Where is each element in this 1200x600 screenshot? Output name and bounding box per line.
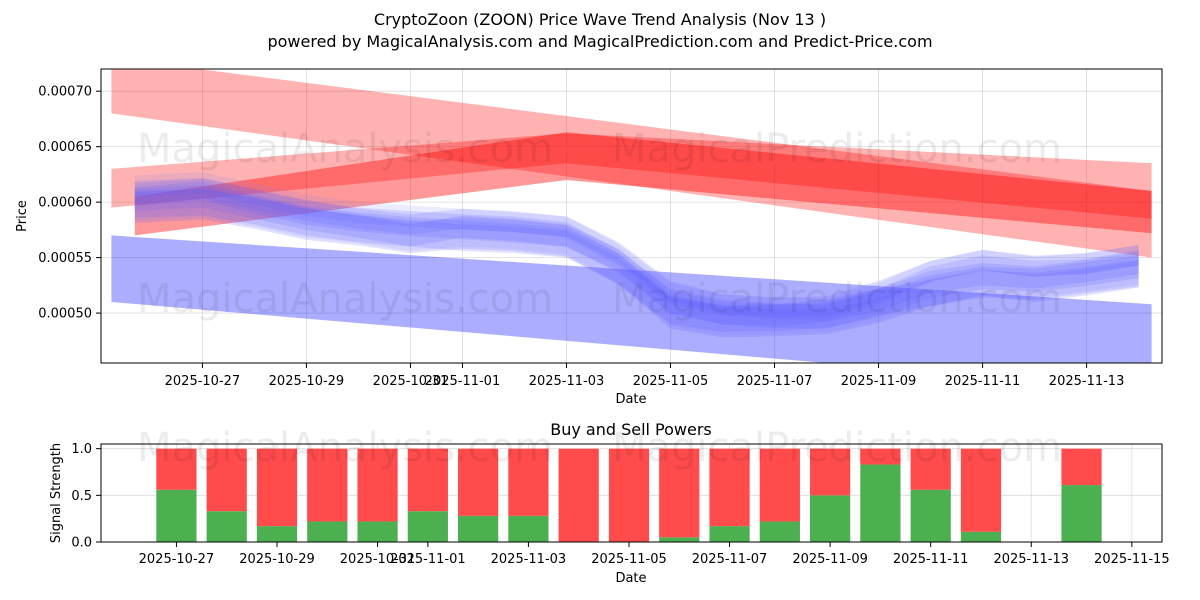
sell-bar xyxy=(558,448,599,542)
signal-y-tick-label: 1.0 xyxy=(71,442,92,457)
signal-y-tick-label: 0.5 xyxy=(71,489,92,504)
price-x-tick-label: 2025-11-11 xyxy=(945,374,1021,389)
sell-bar xyxy=(659,448,700,538)
wave-band xyxy=(134,188,1139,338)
wave-envelope xyxy=(134,172,1139,336)
signal-chart-title: Buy and Sell Powers xyxy=(550,420,712,439)
price-y-tick-label: 0.00055 xyxy=(38,251,92,266)
sell-bar xyxy=(1061,448,1102,486)
band-lower-blue xyxy=(111,235,1152,363)
price-x-tick-label: 2025-10-27 xyxy=(165,374,241,389)
sell-bar xyxy=(407,448,448,512)
band-mid-red xyxy=(134,132,1152,236)
watermark-analysis-mid: MagicalAnalysis.com xyxy=(137,276,553,322)
price-x-tick-label: 2025-11-05 xyxy=(633,374,709,389)
signal-x-tick-label: 2025-11-15 xyxy=(1094,552,1170,567)
price-x-tick-label: 2025-11-03 xyxy=(529,374,605,389)
watermark-prediction-top: MagicalPrediction.com xyxy=(612,126,1062,172)
price-y-tick-label: 0.00060 xyxy=(38,196,92,211)
chart-subtitle: powered by MagicalAnalysis.com and Magic… xyxy=(267,32,932,51)
buy-bar xyxy=(759,521,800,542)
chart-title: CryptoZoon (ZOON) Price Wave Trend Analy… xyxy=(374,10,826,29)
price-x-label: Date xyxy=(615,392,646,407)
band-upper-inner-red xyxy=(111,133,1152,219)
buy-bar xyxy=(860,464,901,542)
sell-bar xyxy=(608,448,650,542)
signal-x-label: Date xyxy=(615,571,646,586)
sell-bar xyxy=(508,448,549,516)
signal-x-tick-label: 2025-11-05 xyxy=(591,552,667,567)
buy-bar xyxy=(960,531,1002,542)
wave-band xyxy=(134,181,1139,329)
signal-x-tick-label: 2025-10-31 xyxy=(340,552,416,567)
price-x-tick-label: 2025-10-29 xyxy=(269,374,345,389)
buy-bar xyxy=(407,511,448,542)
signal-chart: Buy and Sell Powers MagicalAnalysis.com … xyxy=(49,420,1170,586)
price-x-tick-label: 2025-11-09 xyxy=(841,374,917,389)
watermark-prediction-bottom: MagicalPrediction.com xyxy=(612,425,1062,471)
price-bands xyxy=(111,69,1152,363)
price-y-tick-label: 0.00065 xyxy=(38,140,92,155)
signal-x-tick-label: 2025-11-11 xyxy=(893,552,969,567)
band-upper-outer-red xyxy=(111,69,1152,258)
price-waves xyxy=(134,172,1139,338)
signal-x-tick-label: 2025-11-13 xyxy=(993,552,1069,567)
sell-bar xyxy=(206,448,247,512)
watermark-analysis-top: MagicalAnalysis.com xyxy=(137,126,553,172)
price-x-tick-label: 2025-11-01 xyxy=(425,374,501,389)
buy-bar xyxy=(508,515,549,542)
buy-bar xyxy=(156,489,197,542)
price-x-tick-label: 2025-11-13 xyxy=(1049,374,1125,389)
buy-bar xyxy=(206,511,247,542)
signal-x-tick-label: 2025-11-03 xyxy=(491,552,567,567)
sell-bar xyxy=(307,448,348,522)
sell-bar xyxy=(960,448,1002,532)
signal-plot-frame xyxy=(100,443,1163,543)
buy-bar xyxy=(659,537,700,542)
signal-x-tick-label: 2025-11-07 xyxy=(692,552,768,567)
price-y-tick-label: 0.00050 xyxy=(38,307,92,322)
buy-bar xyxy=(458,515,499,542)
price-x-tick-label: 2025-11-07 xyxy=(737,374,813,389)
price-plot-frame xyxy=(100,68,1163,364)
price-x-tick-label: 2025-10-31 xyxy=(373,374,449,389)
sell-bar xyxy=(759,448,800,522)
wave-band xyxy=(134,185,1139,327)
signal-x-tick-label: 2025-10-27 xyxy=(139,552,215,567)
buy-bar xyxy=(910,489,951,542)
watermark-prediction-mid: MagicalPrediction.com xyxy=(612,276,1062,322)
wave-band xyxy=(134,178,1139,318)
buy-bar xyxy=(810,495,851,542)
sell-bar xyxy=(156,448,197,490)
sell-bar xyxy=(256,448,298,527)
price-axes: 2025-10-27 2025-10-29 2025-10-312025-11-01… xyxy=(38,85,1124,389)
sell-bar xyxy=(810,448,851,496)
buy-bar xyxy=(709,526,750,542)
buy-bar xyxy=(256,526,298,542)
buy-bar xyxy=(307,521,348,542)
price-y-tick-label: 0.00070 xyxy=(38,85,92,100)
signal-axes: 2025-10-27 2025-10-29 2025-10-312025-11-01… xyxy=(71,442,1169,567)
signal-y-label: Signal Strength xyxy=(49,443,64,543)
sell-bar xyxy=(860,448,901,465)
sell-bar xyxy=(458,448,499,516)
price-y-label: Price xyxy=(15,200,30,232)
signal-x-tick-label: 2025-11-09 xyxy=(792,552,868,567)
signal-bars xyxy=(156,448,1102,542)
sell-bar xyxy=(709,448,750,527)
wave-band xyxy=(134,177,1139,321)
wave-band xyxy=(134,188,1139,332)
buy-bar xyxy=(1061,485,1102,542)
price-chart: MagicalAnalysis.com MagicalPrediction.co… xyxy=(15,68,1163,407)
signal-x-tick-label: 2025-10-29 xyxy=(239,552,315,567)
signal-y-tick-label: 0.0 xyxy=(71,536,92,551)
buy-bar xyxy=(357,521,398,542)
price-grid xyxy=(101,69,1162,363)
sell-bar xyxy=(357,448,398,522)
signal-x-tick-label: 2025-11-01 xyxy=(390,552,466,567)
watermark-analysis-bottom: MagicalAnalysis.com xyxy=(137,425,553,471)
sell-bar xyxy=(910,448,951,490)
